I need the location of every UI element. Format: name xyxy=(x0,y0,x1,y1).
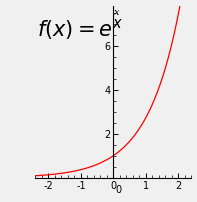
Text: 0: 0 xyxy=(115,185,121,196)
Text: $f(x)=e^x$: $f(x)=e^x$ xyxy=(37,17,123,42)
Text: x: x xyxy=(114,8,120,17)
